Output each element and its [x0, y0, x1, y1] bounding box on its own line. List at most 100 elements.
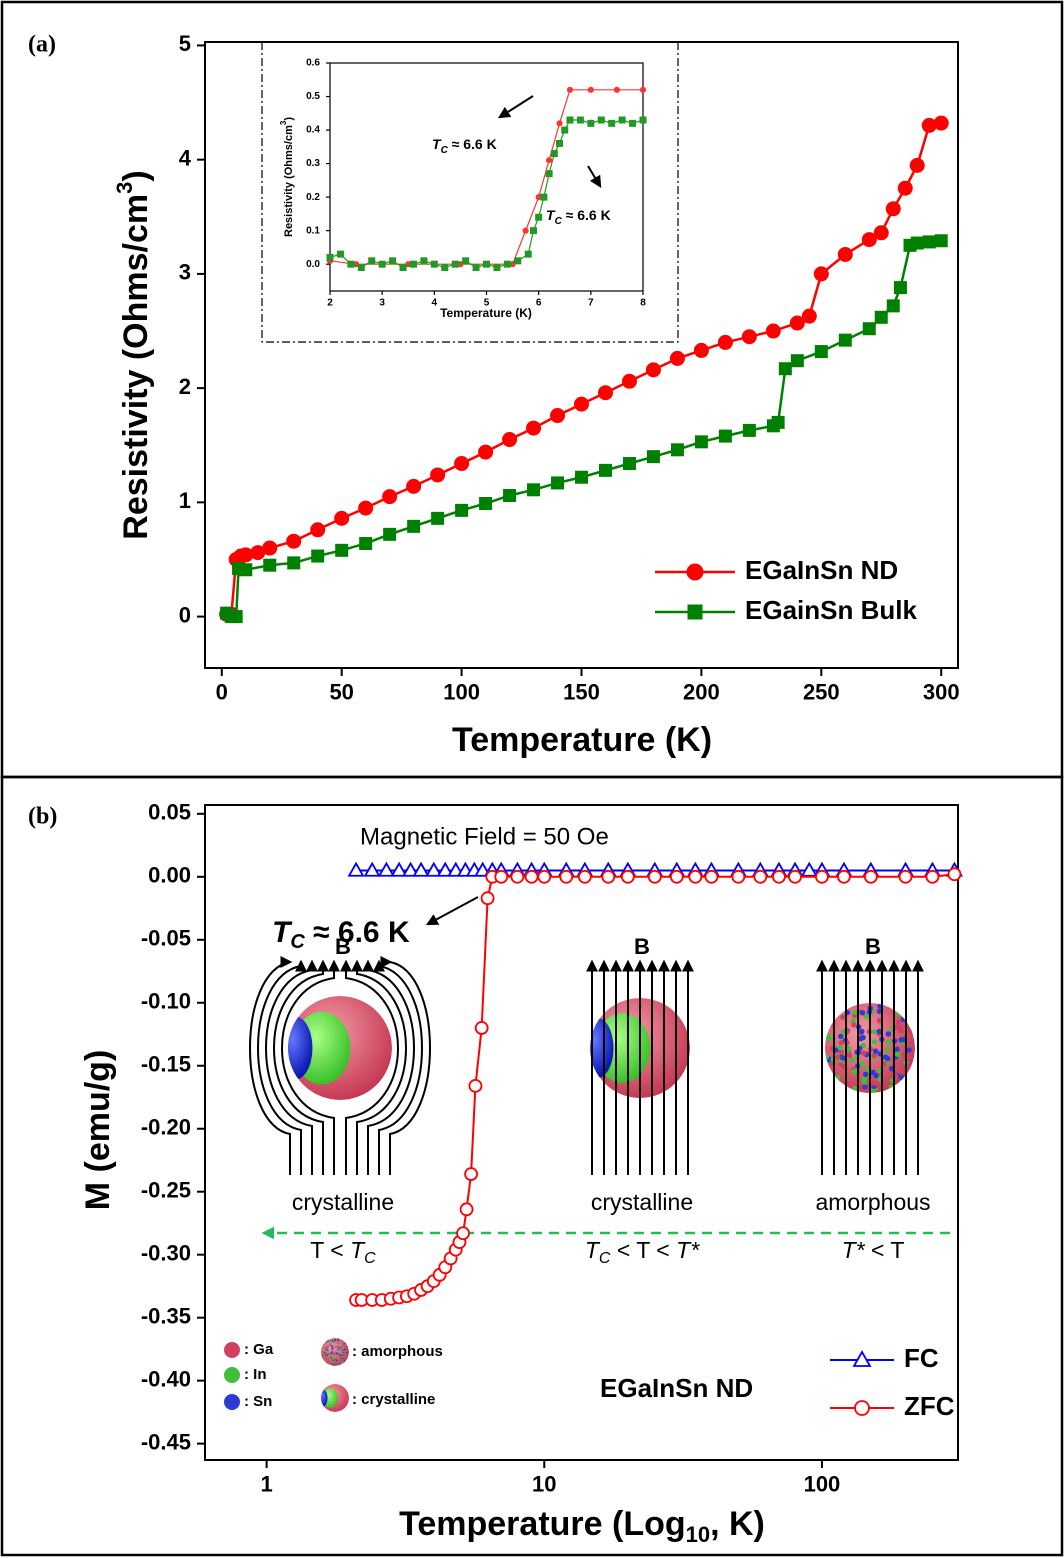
- sample-note: EGaInSn ND: [600, 1373, 753, 1403]
- data-point: [862, 322, 876, 336]
- tc-note: TC ≈ 6.6 K: [272, 916, 410, 953]
- condition-part: C: [599, 1250, 611, 1267]
- mixed-atom: [337, 1338, 339, 1340]
- mixed-atom: [335, 1352, 338, 1354]
- mixed-atom: [344, 1353, 347, 1355]
- legend-marker: [686, 563, 704, 581]
- data-point: [430, 467, 446, 483]
- y-tick-label: -0.45: [141, 1429, 191, 1454]
- mixed-atom: [322, 1354, 325, 1357]
- y-tick-label: 0.0: [306, 259, 320, 270]
- mixed-atom: [871, 1052, 877, 1059]
- mixed-atom: [852, 1085, 859, 1092]
- data-point: [502, 432, 518, 448]
- data-point: [540, 193, 548, 201]
- field-line: [351, 959, 407, 1175]
- mixed-atom: [337, 1342, 339, 1345]
- mixed-atom: [332, 1350, 334, 1353]
- nanodroplet: [321, 1338, 349, 1366]
- inset-annotation: TC ≈ 6.6 K: [546, 207, 611, 227]
- data-point: [801, 308, 817, 324]
- key-dot: [224, 1367, 240, 1383]
- mixed-atom: [871, 1039, 878, 1045]
- data-point: [601, 869, 616, 884]
- legend-label: EGainSn Bulk: [745, 595, 917, 625]
- data-point: [885, 201, 901, 217]
- data-point: [368, 257, 376, 265]
- annotation-arrow: [587, 165, 602, 189]
- data-point: [622, 457, 636, 471]
- x-tick-label: 8: [640, 298, 646, 309]
- condition-part: < T: [865, 1237, 905, 1263]
- data-point: [639, 116, 647, 124]
- data-point: [382, 489, 398, 505]
- data-point: [436, 861, 454, 877]
- data-point: [347, 861, 365, 877]
- data-point: [837, 869, 851, 884]
- mixed-atom: [335, 1346, 338, 1348]
- mixed-atom: [327, 1362, 329, 1365]
- x-title-sub: 10: [686, 1522, 710, 1547]
- data-point: [639, 86, 647, 93]
- mixed-atom: [329, 1344, 331, 1346]
- inset-annotation: TC ≈ 6.6 K: [432, 136, 497, 156]
- x-tick-label: 6: [536, 298, 542, 309]
- inset-y-title: Resistivity (Ohms/cm3): [279, 117, 295, 237]
- data-point: [474, 1021, 489, 1035]
- data-point: [493, 264, 501, 272]
- data-point: [347, 260, 355, 268]
- x-tick-label: 5: [484, 298, 490, 309]
- mixed-atom: [895, 1010, 901, 1017]
- mixed-atom: [337, 1345, 339, 1348]
- mixed-atom: [860, 1042, 867, 1049]
- data-point: [771, 415, 785, 429]
- condition-part: T*: [676, 1237, 700, 1263]
- mixed-atom: [321, 1354, 323, 1356]
- y-tick-label: 1: [179, 488, 191, 513]
- data-point: [790, 354, 804, 368]
- data-point: [522, 227, 529, 234]
- data-point: [464, 1167, 478, 1181]
- condition-part: T: [585, 1237, 601, 1263]
- mixed-atom: [863, 1013, 870, 1020]
- mixed-atom: [906, 1047, 912, 1053]
- mixed-atom: [339, 1354, 342, 1357]
- data-point: [334, 510, 350, 526]
- data-point: [402, 861, 420, 877]
- x-tick-label: 1: [260, 1471, 272, 1496]
- data-point: [459, 1202, 474, 1217]
- panel-label: (b): [28, 804, 57, 830]
- field-line: [340, 959, 399, 1175]
- mixed-atom: [861, 1079, 868, 1085]
- key-dot: [224, 1394, 240, 1410]
- data-point: [483, 260, 490, 268]
- data-point: [861, 232, 877, 248]
- y-title-text: Resistivity (Ohms/cm: [117, 194, 155, 540]
- y-tick-label: 5: [179, 31, 191, 56]
- condition-label: T* < T: [842, 1237, 905, 1263]
- field-label: B: [634, 934, 650, 959]
- data-point: [597, 385, 613, 401]
- mixed-atom: [331, 1340, 334, 1342]
- data-point: [800, 861, 818, 877]
- mixed-atom: [852, 1009, 858, 1016]
- data-point: [545, 170, 553, 178]
- mixed-atom: [332, 1363, 335, 1365]
- tc-t: T: [272, 916, 293, 949]
- mixed-atom: [332, 1352, 334, 1355]
- data-point: [704, 869, 719, 884]
- condition-label: T < TC: [310, 1237, 376, 1267]
- data-point: [503, 489, 517, 503]
- ann-sub: C: [441, 145, 449, 156]
- y-axis-title: Resistivity (Ohms/cm3): [112, 170, 155, 539]
- y-tick-label: 0: [179, 602, 191, 627]
- data-point: [336, 250, 344, 258]
- mixed-atom: [326, 1349, 329, 1352]
- field-line: [373, 959, 423, 1175]
- legend-label: EGaInSn ND: [745, 555, 898, 585]
- data-point: [886, 299, 900, 313]
- data-point: [451, 260, 459, 268]
- data-point: [574, 396, 589, 412]
